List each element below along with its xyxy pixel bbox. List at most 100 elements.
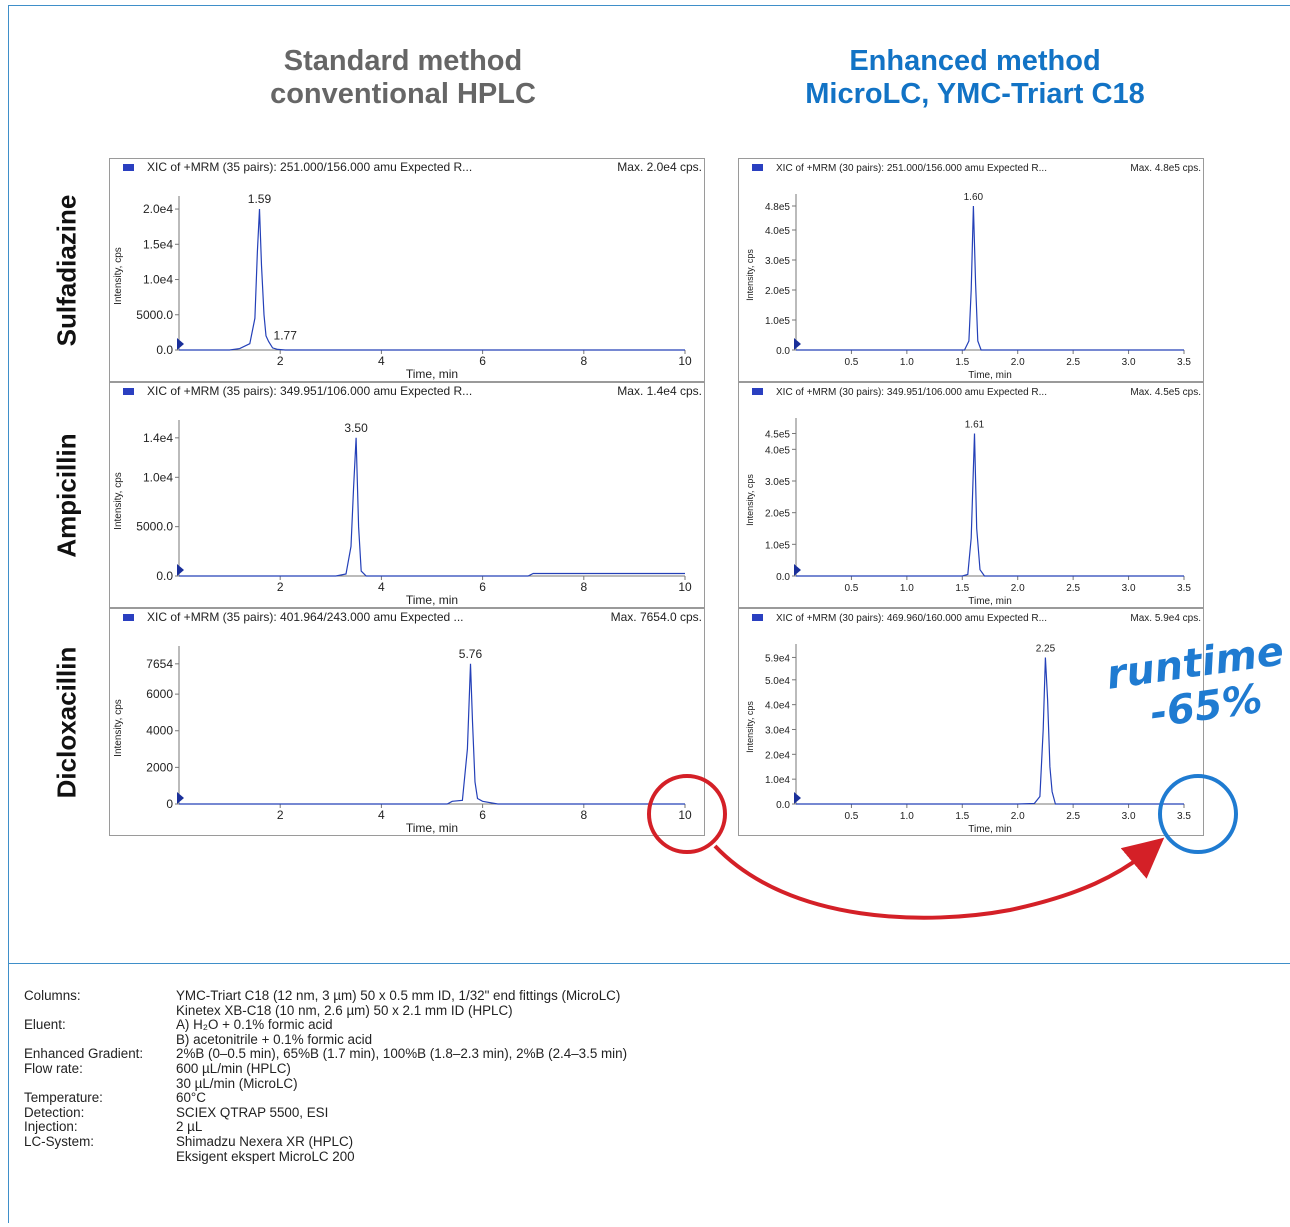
x-tick-label: 2.5 [1066,811,1080,822]
max-intensity-label: Max. 4.8e5 cps. [1130,163,1201,174]
x-tick-label: 0.5 [844,583,858,594]
x-tick-label: 4 [378,580,385,594]
condition-label: Eluent: [24,1017,66,1033]
chart-border [109,382,705,608]
condition-value: 60°C [176,1091,206,1106]
threshold-marker [794,338,801,350]
peak-label: 1.60 [964,192,984,203]
y-tick-label: 7654 [146,657,173,671]
condition-line: Eksigent ekspert MicroLC 200 [176,1148,355,1164]
peak-label: 2.25 [1036,643,1056,654]
peak-label: 1.59 [248,192,272,206]
chromatogram-enhanced-sulfadiazine: XIC of +MRM (30 pairs): 251.000/156.000 … [738,158,1204,382]
legend-swatch [752,614,763,621]
condition-row: Detection: SCIEX QTRAP 5500, ESI [24,1105,627,1121]
y-tick-label: 1.0e4 [143,470,173,484]
condition-value: 600 µL/min (HPLC) 30 µL/min (MicroLC) [176,1060,298,1091]
x-tick-label: 2.0 [1011,811,1025,822]
x-tick-label: 2 [277,354,284,368]
chromatogram-trace [796,433,1184,577]
x-tick-label: 4 [378,354,385,368]
max-intensity-label: Max. 4.5e5 cps. [1130,387,1201,398]
chromatogram-standard-ampicillin: XIC of +MRM (35 pairs): 349.951/106.000 … [109,382,705,608]
chart-border [738,158,1204,382]
x-tick-label: 10 [678,354,692,368]
y-tick-label: 0.0 [156,569,173,583]
x-tick-label: 1.5 [955,357,969,368]
legend-swatch [123,388,134,395]
y-tick-label: 2.0e5 [765,509,790,520]
chromatogram-trace [179,437,685,577]
threshold-marker [794,564,801,576]
y-tick-label: 3.0e5 [765,256,790,267]
y-tick-label: 4.0e4 [765,701,790,712]
condition-row: Enhanced Gradient: 2%B (0–0.5 min), 65%B … [24,1047,627,1062]
x-tick-label: 2.0 [1011,583,1025,594]
y-tick-label: 0 [166,797,173,811]
condition-line: Shimadzu Nexera XR (HPLC) [176,1133,354,1149]
x-tick-label: 2.0 [1011,357,1025,368]
chromatogram-trace [179,663,685,805]
legend-swatch [123,164,134,171]
condition-value: Shimadzu Nexera XR (HPLC) Eksigent eksper… [176,1133,355,1164]
x-tick-label: 6 [479,354,486,368]
x-axis-label: Time, min [406,367,458,381]
x-tick-label: 1.5 [955,811,969,822]
chromatogram-trace [796,657,1184,805]
threshold-marker [177,564,184,576]
x-tick-label: 0.5 [844,357,858,368]
chart-border [109,158,705,382]
condition-value: 2 µL [176,1120,202,1135]
condition-line: 600 µL/min (HPLC) [176,1060,291,1076]
x-tick-label: 8 [580,580,587,594]
y-tick-label: 5000.0 [136,520,173,534]
condition-line: 2 µL [176,1119,203,1135]
chart-header: XIC of +MRM (35 pairs): 251.000/156.000 … [147,160,472,174]
y-tick-label: 2.0e4 [765,750,790,761]
legend-swatch [752,388,763,395]
chromatogram-enhanced-dicloxacillin: XIC of +MRM (30 pairs): 469.960/160.000 … [738,608,1204,836]
condition-line: Kinetex XB-C18 (10 nm, 2.6 µm) 50 x 2.1 … [176,1002,513,1018]
condition-line: B) acetonitrile + 0.1% formic acid [176,1031,373,1047]
x-tick-label: 2.5 [1066,583,1080,594]
x-tick-label: 1.5 [955,583,969,594]
condition-line: A) H₂O + 0.1% formic acid [176,1017,333,1033]
condition-label: Flow rate: [24,1060,83,1076]
x-tick-label: 2 [277,580,284,594]
y-tick-label: 2000 [146,760,173,774]
x-axis-label: Time, min [406,821,458,835]
legend-swatch [752,164,763,171]
condition-value: SCIEX QTRAP 5500, ESI [176,1105,328,1121]
chart-header: XIC of +MRM (35 pairs): 401.964/243.000 … [147,610,464,624]
y-tick-label: 3.0e5 [765,477,790,488]
x-axis-label: Time, min [968,824,1012,835]
x-tick-label: 1.0 [900,357,914,368]
x-tick-label: 0.5 [844,811,858,822]
section-divider [8,963,1290,964]
x-tick-label: 3.0 [1122,357,1136,368]
y-tick-label: 1.0e4 [765,775,790,786]
chart-border [738,382,1204,608]
y-tick-label: 1.4e4 [143,431,173,445]
condition-label: Enhanced Gradient: [24,1046,144,1062]
condition-row: Flow rate: 600 µL/min (HPLC) 30 µL/min (Mi… [24,1060,627,1091]
condition-row: LC-System: Shimadzu Nexera XR (HPLC) Eksig… [24,1133,627,1164]
condition-label: Temperature: [24,1090,103,1106]
x-tick-label: 3.5 [1177,583,1191,594]
peak-label: 1.77 [274,329,298,343]
x-axis-label: Time, min [968,370,1012,381]
row-label-dicloxacillin: Dicloxacillin [42,608,92,836]
condition-label: Injection: [24,1119,78,1135]
standard-heading-line-2: conventional HPLC [270,78,536,110]
x-tick-label: 1.0 [900,811,914,822]
y-tick-label: 2.0e5 [765,286,790,297]
x-axis-label: Time, min [968,596,1012,607]
chart-header: XIC of +MRM (30 pairs): 469.960/160.000 … [776,613,1047,624]
y-tick-label: 4.0e5 [765,445,790,456]
condition-row: Injection: 2 µL [24,1120,627,1135]
y-tick-label: 5000.0 [136,308,173,322]
condition-value: A) H₂O + 0.1% formic acid B) acetonitrile… [176,1018,372,1047]
condition-label: Columns: [24,988,81,1003]
y-tick-label: 5.9e4 [765,653,790,664]
legend-swatch [123,614,134,621]
